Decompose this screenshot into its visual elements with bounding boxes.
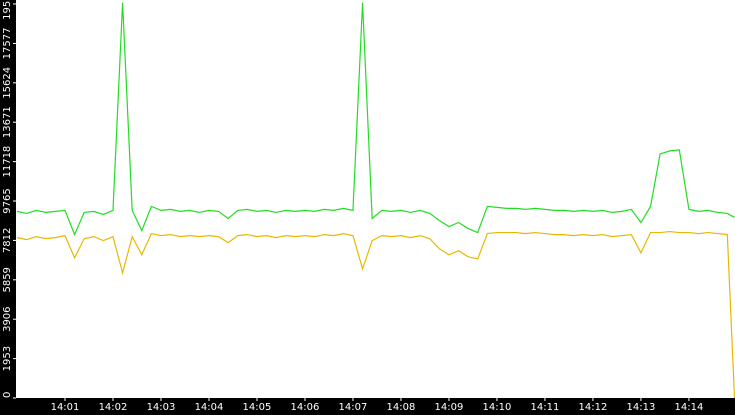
x-tick-label: 14:06 bbox=[291, 402, 320, 413]
y-tick-label: 1953 bbox=[2, 346, 13, 371]
y-tick-label: 19531 bbox=[2, 0, 13, 20]
x-tick-label: 14:03 bbox=[147, 402, 176, 413]
series-line bbox=[16, 230, 735, 398]
x-tick-label: 14:14 bbox=[675, 402, 704, 413]
plot-area bbox=[16, 2, 735, 398]
y-tick-label: 15624 bbox=[2, 67, 13, 99]
x-tick-label: 14:08 bbox=[387, 402, 416, 413]
x-tick-label: 14:07 bbox=[339, 402, 368, 413]
y-tick-label: 13671 bbox=[2, 106, 13, 138]
x-tick-label: 14:12 bbox=[579, 402, 608, 413]
y-tick-label: 17577 bbox=[2, 28, 13, 60]
x-tick-label: 14:02 bbox=[99, 402, 128, 413]
x-tick-label: 14:13 bbox=[627, 402, 656, 413]
y-tick-label: 0 bbox=[2, 392, 13, 398]
x-tick-label: 14:04 bbox=[195, 402, 224, 413]
y-tick-label: 3906 bbox=[2, 306, 13, 331]
x-tick-label: 14:01 bbox=[51, 402, 80, 413]
y-tick-label: 9765 bbox=[2, 188, 13, 213]
x-axis-strip bbox=[0, 398, 735, 415]
x-tick-label: 14:05 bbox=[243, 402, 272, 413]
y-tick-label: 11718 bbox=[2, 146, 13, 178]
series-line bbox=[16, 2, 735, 237]
x-tick-label: 14:10 bbox=[483, 402, 512, 413]
x-tick-label: 14:09 bbox=[435, 402, 464, 413]
y-tick-label: 7812 bbox=[2, 228, 13, 253]
y-tick-label: 5859 bbox=[2, 267, 13, 292]
x-tick-label: 14:11 bbox=[531, 402, 560, 413]
y-axis-strip bbox=[0, 0, 16, 415]
